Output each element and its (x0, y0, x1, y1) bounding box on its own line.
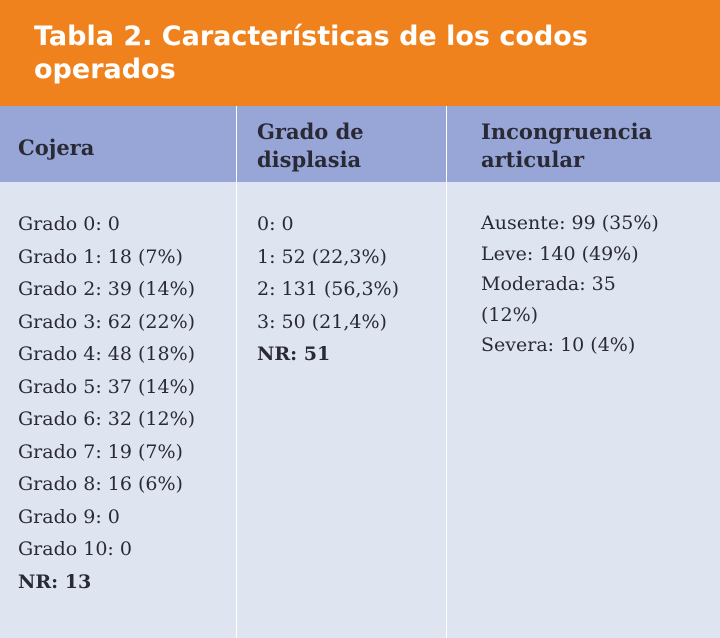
cojera-cell: Grado 9: 0 (18, 505, 120, 528)
cojera-cell: Grado 10: 0 (18, 538, 132, 560)
cojera-cell: Grado 7: 19 (7%) (18, 440, 183, 463)
cojera-cell: Grado 1: 18 (7%) (18, 245, 183, 268)
displasia-cell: 2: 131 (56,3%) (257, 278, 400, 300)
incongruencia-cell: Leve: 140 (49%) (481, 242, 639, 265)
displasia-column: 0: 0 1: 52 (22,3%) 2: 131 (56,3%) 3: 50 … (257, 208, 437, 371)
header-cojera: Cojera (18, 135, 95, 160)
cojera-cell: Grado 4: 48 (18%) (18, 343, 196, 365)
cojera-cell: Grado 3: 62 (22%) (18, 310, 196, 333)
displasia-nr: NR: 51 (257, 343, 331, 365)
cojera-cell: Grado 0: 0 (18, 213, 120, 235)
incongruencia-cell: Moderada: 35 (12%) (481, 273, 616, 326)
cojera-nr: NR: 13 (18, 570, 92, 593)
header-displasia: Grado de displasia (257, 119, 364, 172)
cojera-cell: Grado 6: 32 (12%) (18, 408, 196, 430)
column-divider (446, 106, 447, 638)
displasia-cell: 3: 50 (21,4%) (257, 310, 387, 333)
header-row (0, 106, 720, 182)
displasia-cell: 0: 0 (257, 213, 294, 235)
column-divider (236, 106, 237, 638)
cojera-cell: Grado 8: 16 (6%) (18, 473, 183, 495)
title-bar: Tabla 2. Características de los codos op… (0, 0, 720, 106)
table-title: Tabla 2. Características de los codos op… (34, 21, 588, 85)
incongruencia-column: Ausente: 99 (35%) Leve: 140 (49%) Modera… (481, 208, 711, 361)
header-incongruencia: Incongruencia articular (481, 119, 653, 172)
cojera-cell: Grado 5: 37 (14%) (18, 375, 196, 398)
incongruencia-cell: Ausente: 99 (35%) (481, 212, 659, 234)
cojera-column: Grado 0: 0 Grado 1: 18 (7%) Grado 2: 39 … (18, 208, 228, 598)
incongruencia-cell: Severa: 10 (4%) (481, 334, 636, 356)
displasia-cell: 1: 52 (22,3%) (257, 245, 387, 268)
cojera-cell: Grado 2: 39 (14%) (18, 278, 196, 300)
